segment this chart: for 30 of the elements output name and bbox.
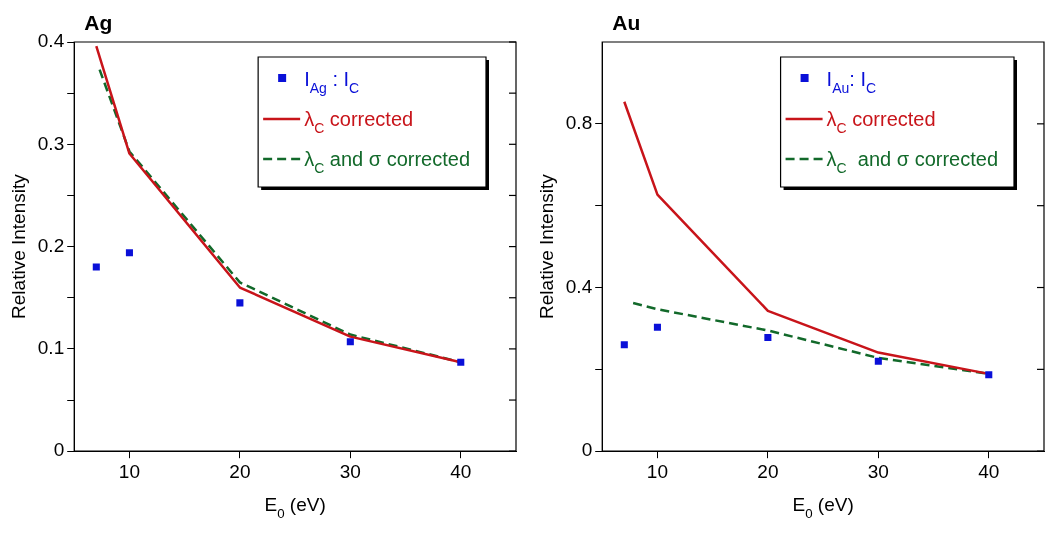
x-tick-label: 10	[646, 460, 669, 482]
y-tick-label: 0.4	[37, 30, 65, 52]
y-tick-label: 0.4	[565, 275, 593, 297]
y-tick-label: 0	[53, 439, 65, 461]
chart-title: Au	[612, 11, 641, 34]
point	[92, 263, 100, 271]
x-tick-label: 20	[229, 460, 251, 482]
y-tick-label: 0.3	[37, 132, 65, 154]
point	[653, 323, 661, 331]
x-tick-label: 20	[757, 460, 779, 482]
point	[874, 357, 882, 365]
point	[236, 299, 244, 307]
y-axis-title: Relative Intensity	[7, 173, 29, 319]
point	[457, 358, 465, 366]
y-tick-label: 0.2	[37, 234, 65, 256]
point	[346, 338, 354, 346]
y-tick-label: 0.8	[565, 112, 593, 134]
y-tick-label: 0	[581, 439, 593, 461]
x-tick-label: 30	[339, 460, 361, 482]
x-tick-label: 40	[450, 460, 472, 482]
x-tick-label: 30	[867, 460, 889, 482]
chart-title: Ag	[84, 11, 113, 34]
point	[125, 249, 133, 257]
y-tick-label: 0.1	[37, 337, 65, 359]
point	[985, 371, 993, 379]
y-axis-title: Relative Intensity	[535, 173, 557, 319]
point	[620, 341, 628, 349]
x-tick-label: 10	[118, 460, 141, 482]
x-tick-label: 40	[978, 460, 1000, 482]
point	[764, 333, 772, 341]
